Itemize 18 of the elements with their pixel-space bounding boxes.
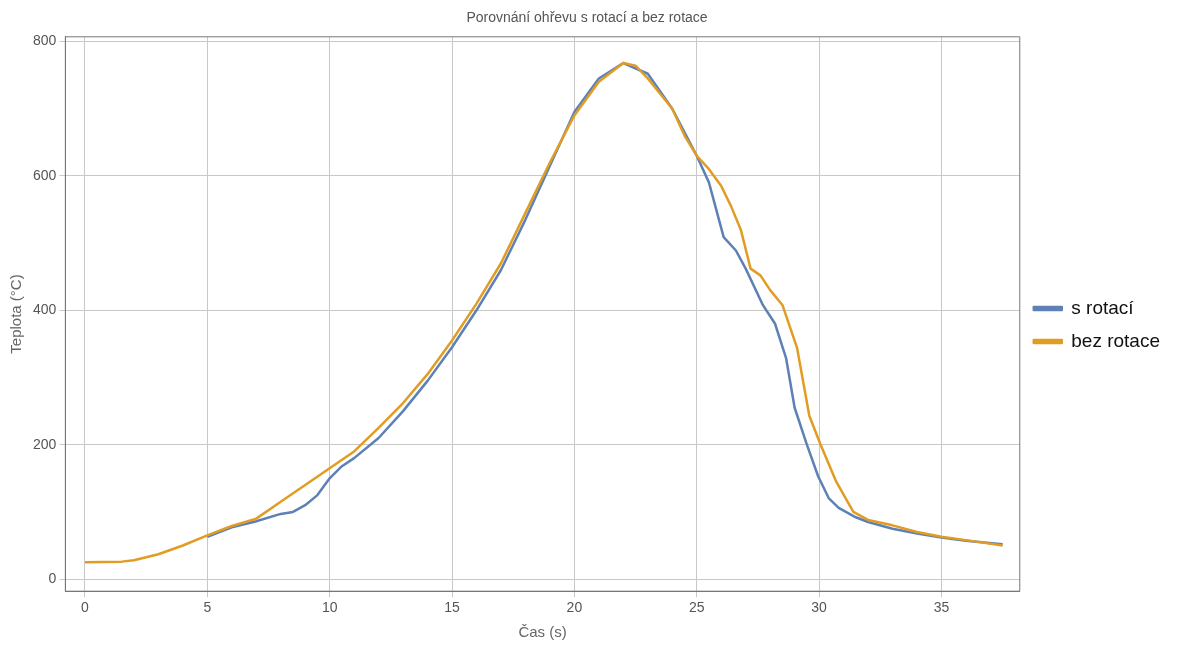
x-tick-label: 0 xyxy=(81,599,90,616)
chart-title: Porovnání ohřevu s rotací a bez rotace xyxy=(466,9,708,26)
legend-label: bez rotace xyxy=(1071,329,1161,351)
y-tick-label: 600 xyxy=(33,166,57,183)
y-tick-label: 0 xyxy=(48,569,57,586)
y-axis-title: Teplota (°C) xyxy=(7,274,25,354)
x-tick-label: 10 xyxy=(321,599,338,616)
x-tick-label: 5 xyxy=(203,599,212,616)
y-tick-label: 200 xyxy=(33,435,57,452)
x-tick-label: 35 xyxy=(933,599,950,616)
x-tick-label: 15 xyxy=(444,599,461,616)
x-tick-label: 20 xyxy=(566,599,583,616)
y-tick-label: 800 xyxy=(33,32,57,49)
x-tick-label: 25 xyxy=(688,599,705,616)
legend-label: s rotací xyxy=(1071,296,1135,318)
y-tick-label: 400 xyxy=(33,301,57,318)
x-tick-label: 30 xyxy=(811,599,828,616)
x-axis-title: Čas (s) xyxy=(518,623,567,641)
